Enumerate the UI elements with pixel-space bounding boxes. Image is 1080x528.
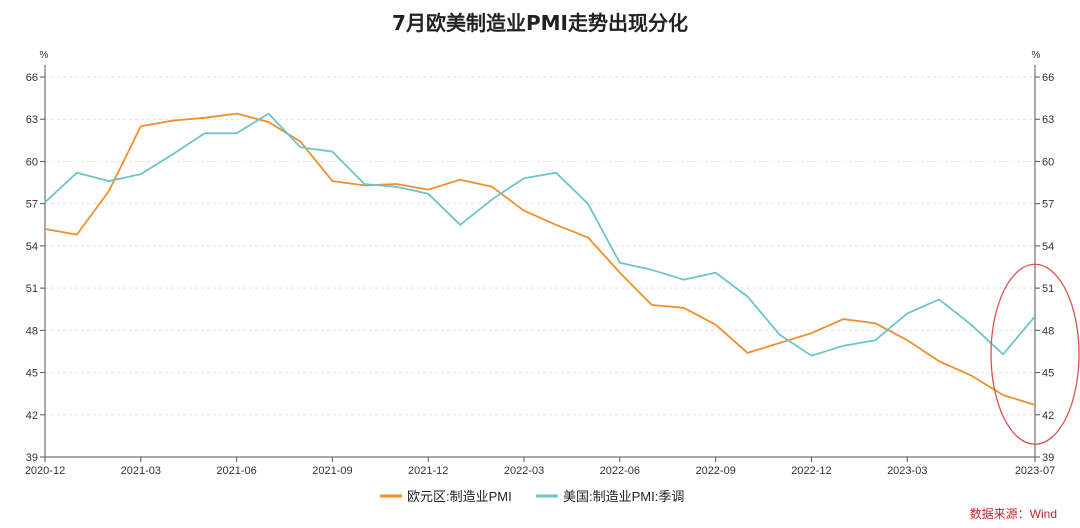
- x-tick-label: 2021-06: [216, 465, 256, 477]
- y-tick-label-left: 60: [26, 156, 38, 168]
- x-tick-label: 2021-09: [312, 465, 352, 477]
- y-tick-label-right: 39: [1042, 452, 1054, 464]
- y-tick-label-right: 66: [1042, 72, 1054, 84]
- y-tick-label-right: 63: [1042, 114, 1054, 126]
- chart-title: 7月欧美制造业PMI走势出现分化: [392, 11, 688, 35]
- highlight-annotation: [990, 263, 1080, 445]
- y-tick-label-left: 66: [26, 72, 38, 84]
- y-tick-label-right: 48: [1042, 325, 1054, 337]
- grid-lines: [45, 76, 1035, 416]
- x-tick-label: 2022-03: [504, 465, 544, 477]
- x-tick-label: 2021-12: [408, 465, 448, 477]
- x-tick-label: 2023-03: [887, 465, 927, 477]
- y-tick-label-left: 48: [26, 325, 38, 337]
- y-tick-label-right: 54: [1042, 241, 1054, 253]
- y-tick-label-left: 57: [26, 199, 38, 211]
- y-tick-label-left: 39: [26, 452, 38, 464]
- y-tick-label-left: 51: [26, 283, 38, 295]
- x-tick-label: 2023-07: [1015, 465, 1055, 477]
- series-line-us: [44, 112, 1036, 357]
- highlight-ellipse: [990, 263, 1080, 445]
- y-tick-label-right: 57: [1042, 199, 1054, 211]
- series-lines: [44, 112, 1036, 406]
- x-tick-label: 2021-03: [121, 465, 161, 477]
- x-tick-label: 2022-06: [600, 465, 640, 477]
- legend-label-us: 美国:制造业PMI:季调: [563, 489, 684, 504]
- y-tick-label-right: 42: [1042, 410, 1054, 422]
- x-tick-label: 2020-12: [25, 465, 65, 477]
- y-tick-label-left: 63: [26, 114, 38, 126]
- x-tick-label: 2022-12: [791, 465, 831, 477]
- legend-label-eurozone: 欧元区:制造业PMI: [407, 489, 512, 504]
- y-tick-label-left: 42: [26, 410, 38, 422]
- right-axis-unit: %: [1032, 50, 1041, 61]
- y-tick-label-right: 51: [1042, 283, 1054, 295]
- series-line-eurozone: [44, 112, 1036, 406]
- y-tick-label-left: 54: [26, 241, 38, 253]
- y-tick-label-left: 45: [26, 368, 38, 380]
- y-tick-label-right: 60: [1042, 156, 1054, 168]
- axes: 39 39 42 42 45 45 48 48 51 51 54 54 57 57 60 60 63 63 66 66…: [25, 65, 1055, 477]
- y-tick-label-right: 45: [1042, 368, 1054, 380]
- x-tick-label: 2022-09: [695, 465, 735, 477]
- legend: 欧元区:制造业PMI 美国:制造业PMI:季调: [380, 489, 684, 504]
- data-source-note: 数据来源：Wind: [970, 506, 1057, 521]
- left-axis-unit: %: [40, 50, 49, 61]
